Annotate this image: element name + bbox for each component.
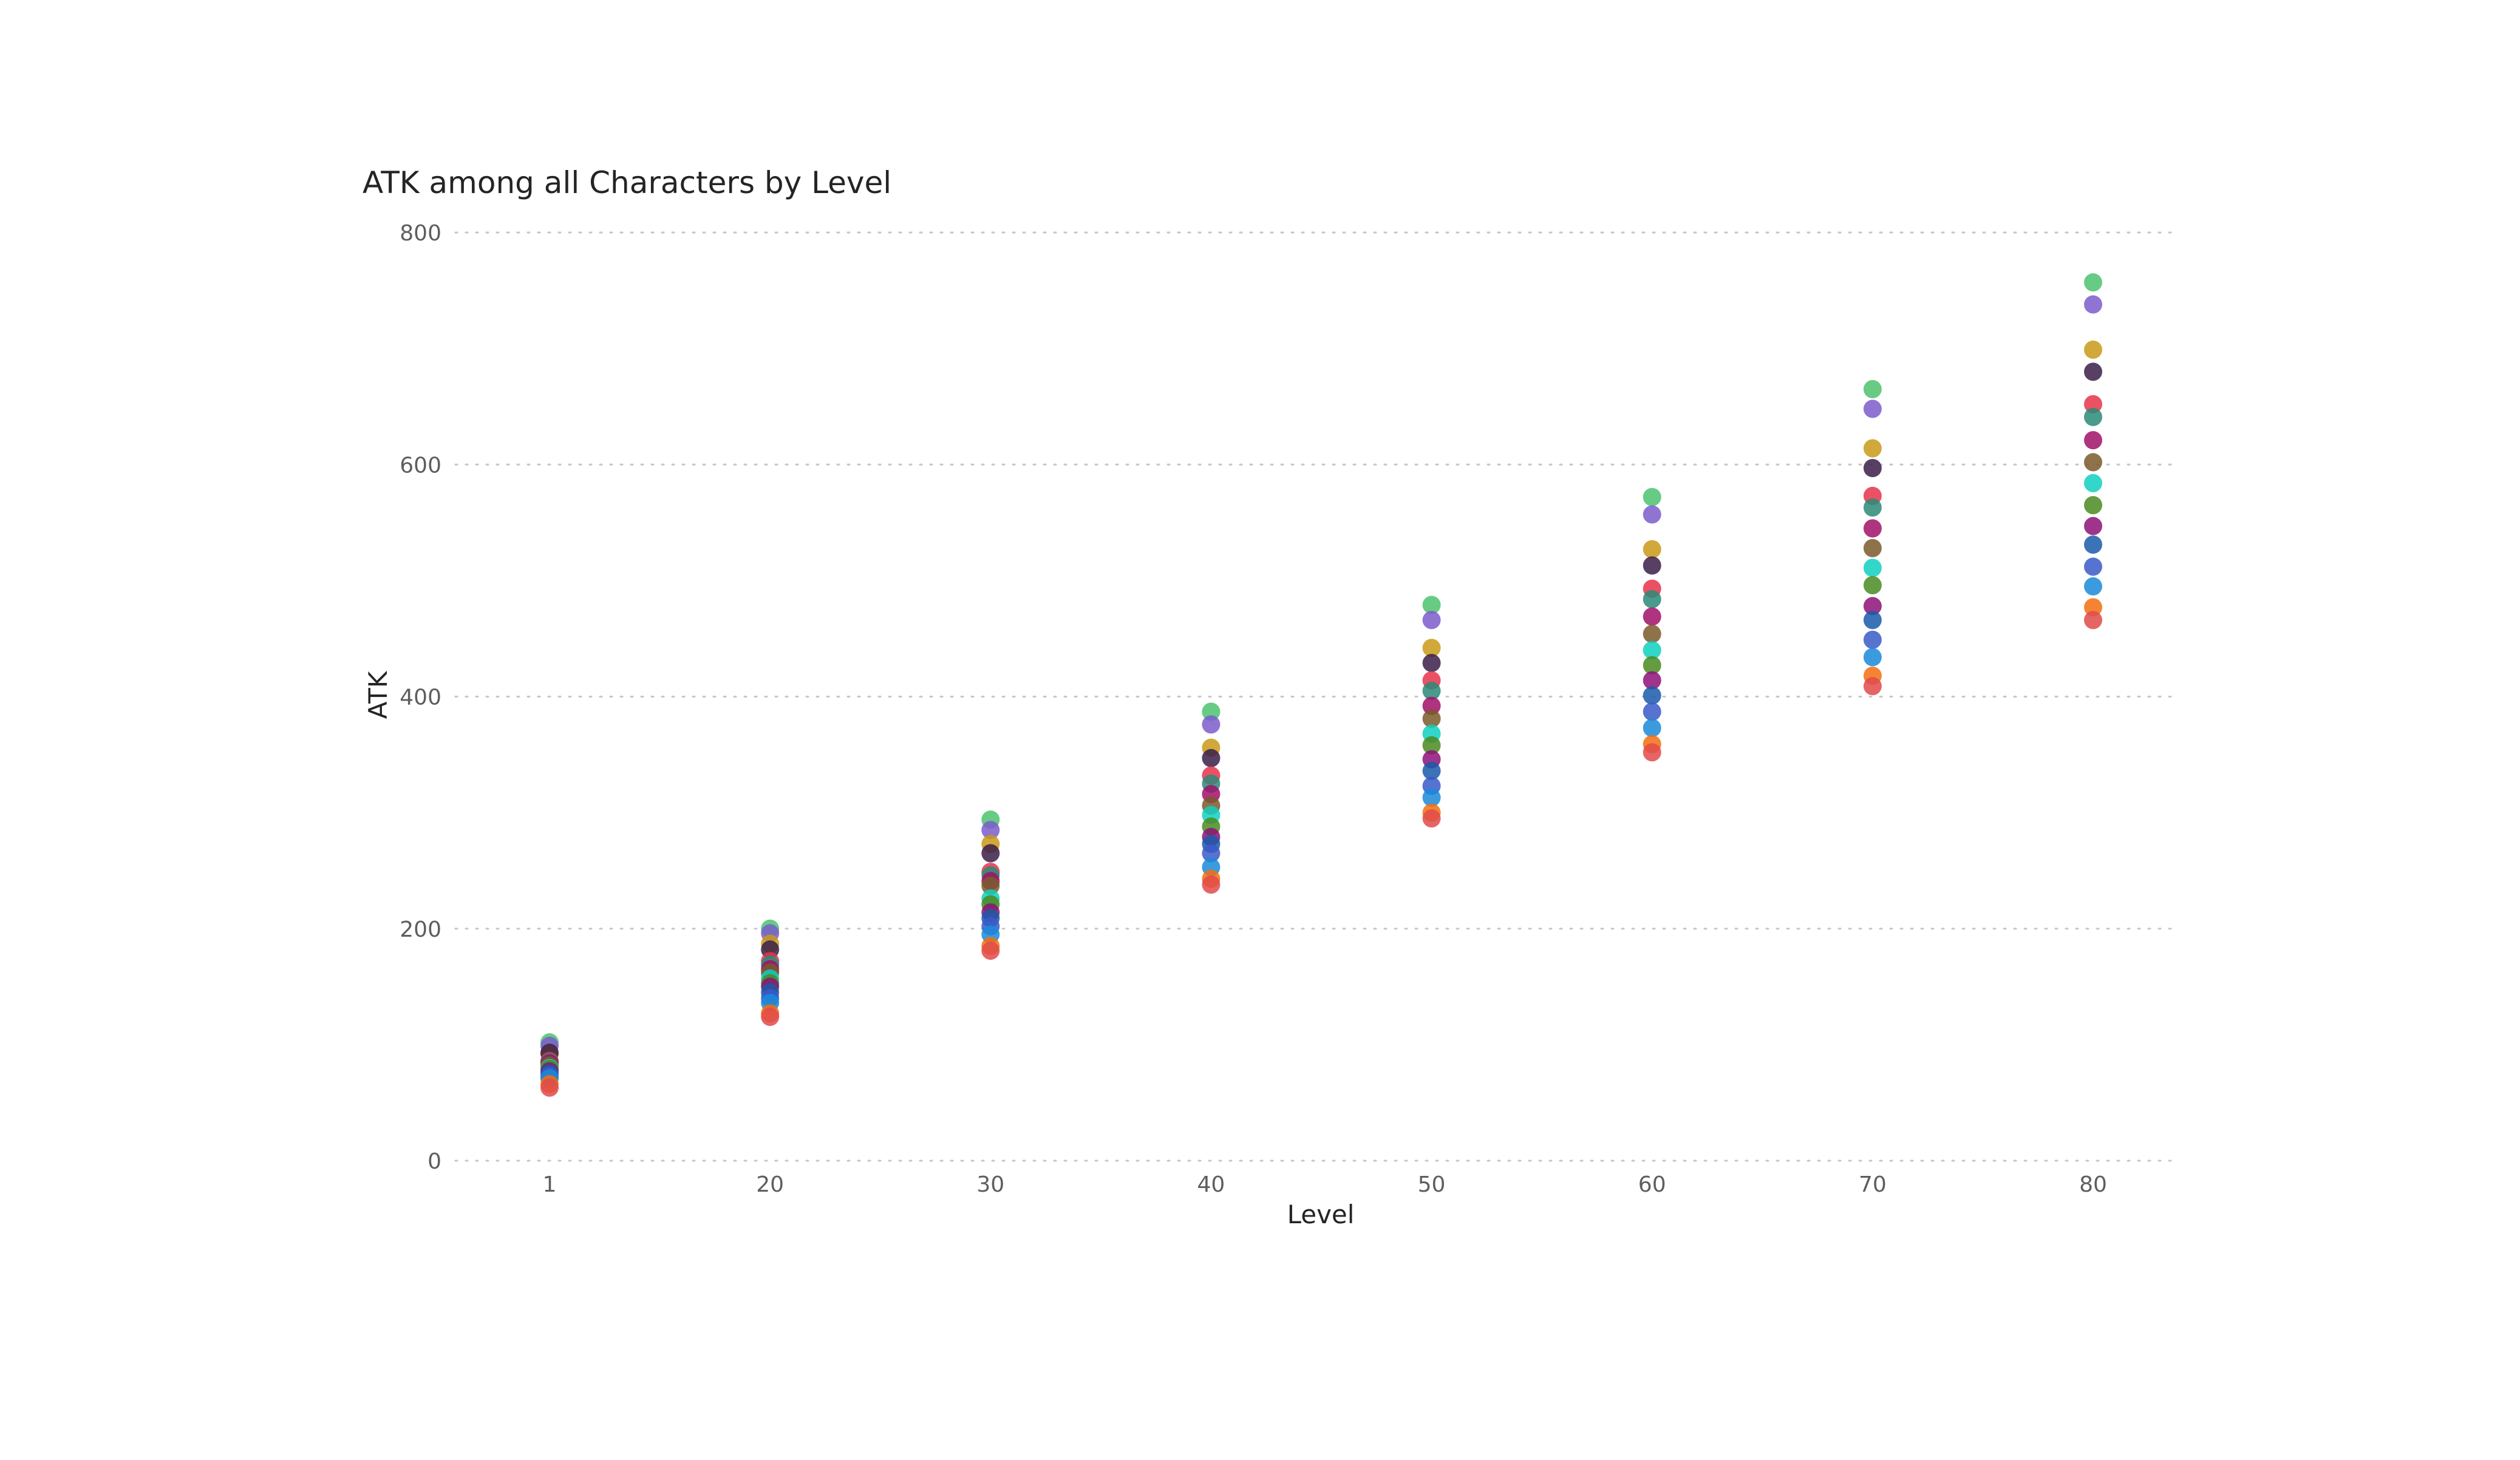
scatter-point[interactable] — [1643, 540, 1661, 559]
scatter-point[interactable] — [1202, 844, 1221, 863]
scatter-point[interactable] — [1202, 715, 1221, 734]
scatter-point[interactable] — [1643, 719, 1661, 738]
scatter-point[interactable] — [2084, 535, 2102, 554]
data-points — [540, 273, 2102, 1097]
scatter-point[interactable] — [1863, 576, 1882, 595]
scatter-point[interactable] — [1863, 611, 1882, 630]
scatter-point[interactable] — [1863, 399, 1882, 418]
scatter-point[interactable] — [1863, 559, 1882, 577]
scatter-point[interactable] — [1202, 749, 1221, 767]
scatter-point[interactable] — [1422, 596, 1441, 614]
scatter-point[interactable] — [1422, 611, 1441, 630]
x-axis-ticks: 1 20 30 40 50 60 70 80 — [543, 1172, 2107, 1197]
scatter-point[interactable] — [1863, 538, 1882, 557]
scatter-point[interactable] — [1422, 654, 1441, 673]
scatter-point[interactable] — [1643, 607, 1661, 626]
scatter-point[interactable] — [2084, 611, 2102, 630]
scatter-point[interactable] — [2084, 362, 2102, 381]
scatter-point[interactable] — [1422, 809, 1441, 828]
y-tick-label: 800 — [400, 221, 441, 246]
scatter-point[interactable] — [2084, 496, 2102, 515]
scatter-point[interactable] — [1422, 681, 1441, 700]
scatter-point[interactable] — [1643, 702, 1661, 721]
scatter-point[interactable] — [1643, 671, 1661, 690]
y-tick-label: 600 — [400, 453, 441, 478]
scatter-point[interactable] — [2084, 273, 2102, 292]
scatter-point[interactable] — [1202, 702, 1221, 721]
scatter-point[interactable] — [1863, 519, 1882, 538]
scatter-point[interactable] — [981, 942, 1000, 960]
y-tick-label: 200 — [400, 917, 441, 942]
scatter-point[interactable] — [1863, 458, 1882, 477]
scatter-point[interactable] — [981, 821, 1000, 840]
scatter-point[interactable] — [2084, 341, 2102, 359]
scatter-point[interactable] — [2084, 474, 2102, 492]
chart-title: ATK among all Characters by Level — [363, 165, 892, 200]
scatter-point[interactable] — [1863, 380, 1882, 399]
scatter-point[interactable] — [981, 844, 1000, 863]
x-tick-label: 40 — [1197, 1172, 1225, 1197]
scatter-point[interactable] — [981, 877, 1000, 895]
scatter-point[interactable] — [1422, 761, 1441, 780]
x-tick-label: 50 — [1418, 1172, 1446, 1197]
y-axis-ticks: 0 200 400 600 800 — [400, 221, 441, 1174]
scatter-point[interactable] — [1643, 556, 1661, 575]
scatter-point[interactable] — [1643, 641, 1661, 660]
scatter-point[interactable] — [2084, 577, 2102, 596]
scatter-point[interactable] — [1643, 686, 1661, 705]
scatter-point[interactable] — [2084, 557, 2102, 576]
scatter-point[interactable] — [1643, 505, 1661, 524]
scatter-point[interactable] — [1422, 788, 1441, 807]
scatter-point[interactable] — [1643, 487, 1661, 506]
x-tick-label: 1 — [543, 1172, 557, 1197]
x-tick-label: 30 — [976, 1172, 1004, 1197]
scatter-point[interactable] — [1863, 439, 1882, 458]
scatter-point[interactable] — [2084, 453, 2102, 472]
scatter-point[interactable] — [1202, 875, 1221, 894]
x-tick-label: 80 — [2079, 1172, 2107, 1197]
scatter-point[interactable] — [1863, 597, 1882, 616]
scatter-point[interactable] — [2084, 295, 2102, 314]
scatter-point[interactable] — [2084, 407, 2102, 426]
scatter-point[interactable] — [1643, 625, 1661, 643]
scatter-point[interactable] — [1863, 648, 1882, 667]
scatter-point[interactable] — [2084, 431, 2102, 450]
scatter-point[interactable] — [1863, 677, 1882, 696]
y-tick-label: 0 — [427, 1149, 441, 1174]
scatter-point[interactable] — [1422, 639, 1441, 657]
x-tick-label: 70 — [1859, 1172, 1887, 1197]
x-axis-title: Level — [1287, 1200, 1355, 1229]
scatter-point[interactable] — [2084, 395, 2102, 413]
y-axis-title: ATK — [363, 670, 393, 719]
scatter-point[interactable] — [1422, 696, 1441, 715]
x-tick-label: 20 — [756, 1172, 784, 1197]
scatter-point[interactable] — [1863, 630, 1882, 649]
scatter-point[interactable] — [1643, 589, 1661, 608]
scatter-point[interactable] — [1643, 743, 1661, 762]
scatter-point[interactable] — [1863, 498, 1882, 517]
gridlines — [454, 231, 2175, 1162]
y-tick-label: 400 — [400, 685, 441, 710]
scatter-point[interactable] — [540, 1078, 559, 1097]
scatter-point[interactable] — [1643, 656, 1661, 674]
x-tick-label: 60 — [1638, 1172, 1666, 1197]
scatter-point[interactable] — [1422, 736, 1441, 755]
scatter-point[interactable] — [1422, 709, 1441, 728]
scatter-point[interactable] — [2084, 598, 2102, 617]
scatter-point[interactable] — [2084, 517, 2102, 535]
scatter-point[interactable] — [761, 1008, 780, 1027]
